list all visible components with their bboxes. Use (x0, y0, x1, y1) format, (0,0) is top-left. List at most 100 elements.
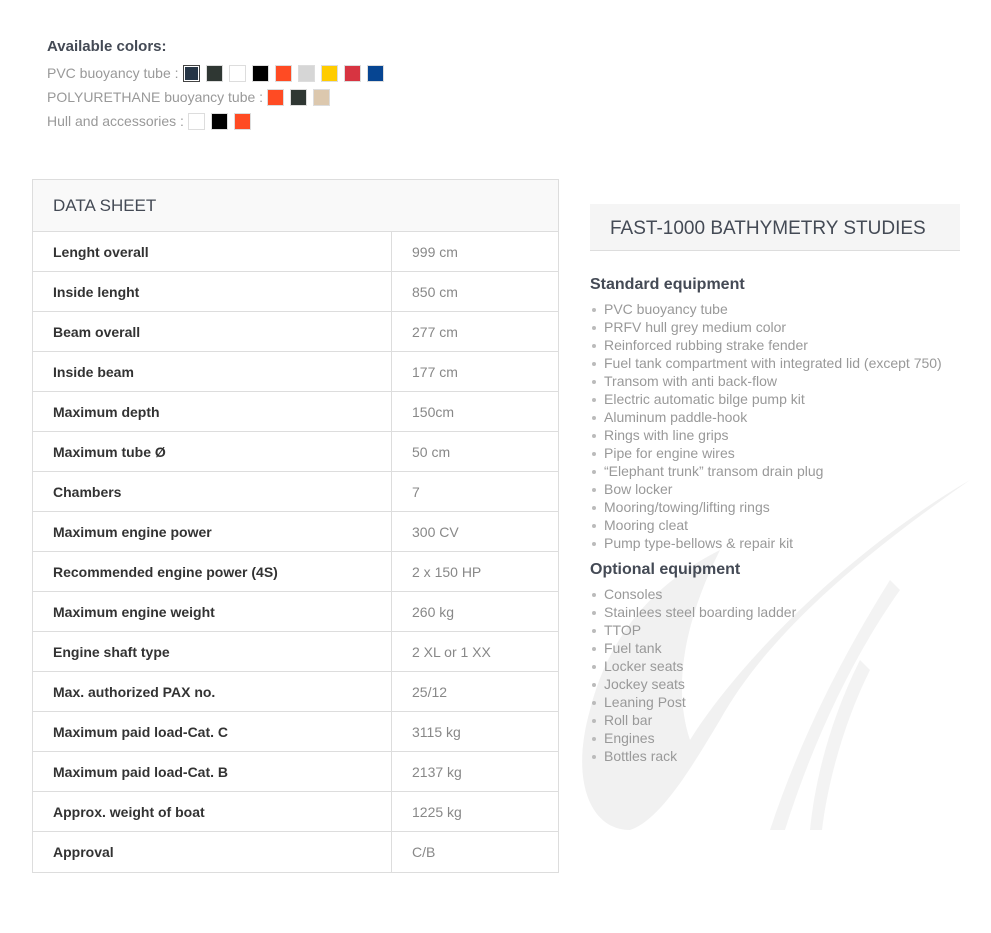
table-row: Maximum engine power 300 CV (33, 512, 558, 552)
list-item: PVC buoyancy tube (590, 300, 960, 318)
table-row: Maximum depth 150cm (33, 392, 558, 432)
list-item: TTOP (590, 621, 960, 639)
list-item: Roll bar (590, 711, 960, 729)
table-row: Engine shaft type 2 XL or 1 XX (33, 632, 558, 672)
color-swatch[interactable] (313, 88, 331, 106)
list-item: Bow locker (590, 480, 960, 498)
color-group-label: POLYURETHANE buoyancy tube : (47, 89, 264, 105)
table-row: Inside beam 177 cm (33, 352, 558, 392)
color-swatch[interactable] (267, 88, 285, 106)
color-swatch[interactable] (228, 64, 246, 82)
spec-label: Maximum paid load-Cat. B (33, 752, 392, 791)
product-title: FAST-1000 BATHYMETRY STUDIES (590, 204, 960, 251)
table-row: Maximum paid load-Cat. C 3115 kg (33, 712, 558, 752)
product-equipment: FAST-1000 BATHYMETRY STUDIES Standard eq… (590, 204, 960, 765)
spec-label: Maximum depth (33, 392, 392, 431)
spec-value: 50 cm (412, 444, 451, 460)
spec-label: Beam overall (33, 312, 392, 351)
table-row: Recommended engine power (4S) 2 x 150 HP (33, 552, 558, 592)
spec-label: Engine shaft type (33, 632, 392, 671)
spec-value: 177 cm (412, 364, 458, 380)
list-item: PRFV hull grey medium color (590, 318, 960, 336)
standard-equipment-title: Standard equipment (590, 276, 745, 293)
list-item: Reinforced rubbing strake fender (590, 336, 960, 354)
logo-watermark (582, 480, 970, 830)
color-swatch[interactable] (233, 112, 251, 130)
spec-value: 1225 kg (412, 804, 462, 820)
standard-equipment-list: PVC buoyancy tube PRFV hull grey medium c… (590, 300, 960, 552)
list-item: Jockey seats (590, 675, 960, 693)
spec-label: Maximum engine weight (33, 592, 392, 631)
optional-equipment-title: Optional equipment (590, 561, 741, 578)
spec-value: 150cm (412, 404, 455, 420)
list-item: Fuel tank compartment with integrated li… (590, 354, 960, 372)
list-item: Aluminum paddle-hook (590, 408, 960, 426)
table-row: Maximum engine weight 260 kg (33, 592, 558, 632)
data-sheet-title: DATA SHEET (33, 180, 558, 232)
list-item: Locker seats (590, 657, 960, 675)
color-swatch[interactable] (366, 64, 384, 82)
table-row: Approval C/B (33, 832, 558, 872)
spec-label: Maximum tube Ø (33, 432, 392, 471)
spec-label: Recommended engine power (4S) (33, 552, 392, 591)
color-swatch[interactable] (290, 88, 308, 106)
spec-value: 850 cm (412, 284, 458, 300)
list-item: Stainlees steel boarding ladder (590, 603, 960, 621)
table-row: Lenght overall 999 cm (33, 232, 558, 272)
spec-value: 999 cm (412, 244, 458, 260)
list-item: Engines (590, 729, 960, 747)
table-row: Maximum tube Ø 50 cm (33, 432, 558, 472)
spec-label: Chambers (33, 472, 392, 511)
list-item: Transom with anti back-flow (590, 372, 960, 390)
color-swatch[interactable] (320, 64, 338, 82)
spec-value: 2 x 150 HP (412, 564, 482, 580)
spec-label: Lenght overall (33, 232, 392, 271)
table-row: Chambers 7 (33, 472, 558, 512)
list-item: Leaning Post (590, 693, 960, 711)
table-row: Inside lenght 850 cm (33, 272, 558, 312)
color-group: POLYURETHANE buoyancy tube : (47, 85, 390, 109)
spec-label: Max. authorized PAX no. (33, 672, 392, 711)
color-swatch[interactable] (274, 64, 292, 82)
color-swatch[interactable] (297, 64, 315, 82)
spec-value: 2 XL or 1 XX (412, 644, 491, 660)
table-row: Approx. weight of boat 1225 kg (33, 792, 558, 832)
data-sheet-table: DATA SHEET Lenght overall 999 cm Inside le… (32, 179, 559, 873)
color-swatch[interactable] (251, 64, 269, 82)
spec-value: 25/12 (412, 684, 448, 700)
spec-value: 277 cm (412, 324, 458, 340)
spec-value: 7 (412, 484, 420, 500)
spec-value: C/B (412, 844, 436, 860)
spec-value: 260 kg (412, 604, 455, 620)
color-group: Hull and accessories : (47, 109, 390, 133)
color-group-label: PVC buoyancy tube : (47, 65, 179, 81)
table-row: Max. authorized PAX no. 25/12 (33, 672, 558, 712)
colors-title: Available colors: (47, 38, 167, 55)
optional-equipment-list: Consoles Stainlees steel boarding ladder T… (590, 585, 960, 765)
list-item: Consoles (590, 585, 960, 603)
spec-label: Inside beam (33, 352, 392, 391)
spec-label: Maximum paid load-Cat. C (33, 712, 392, 751)
list-item: Bottles rack (590, 747, 960, 765)
color-group-label: Hull and accessories : (47, 113, 184, 129)
spec-label: Approx. weight of boat (33, 792, 392, 831)
available-colors: Available colors: PVC buoyancy tube : POL… (47, 38, 390, 133)
list-item: Pump type-bellows & repair kit (590, 534, 960, 552)
color-swatch[interactable] (187, 112, 205, 130)
list-item: Mooring cleat (590, 516, 960, 534)
spec-label: Approval (33, 832, 392, 872)
spec-value: 3115 kg (412, 724, 461, 740)
table-row: Maximum paid load-Cat. B 2137 kg (33, 752, 558, 792)
color-swatch[interactable] (210, 112, 228, 130)
spec-value: 2137 kg (412, 764, 462, 780)
color-swatch[interactable] (205, 64, 223, 82)
color-swatch[interactable] (182, 64, 200, 82)
color-group: PVC buoyancy tube : (47, 61, 390, 85)
spec-label: Inside lenght (33, 272, 392, 311)
list-item: Fuel tank (590, 639, 960, 657)
spec-label: Maximum engine power (33, 512, 392, 551)
color-swatch[interactable] (343, 64, 361, 82)
list-item: Electric automatic bilge pump kit (590, 390, 960, 408)
spec-value: 300 CV (412, 524, 459, 540)
table-row: Beam overall 277 cm (33, 312, 558, 352)
